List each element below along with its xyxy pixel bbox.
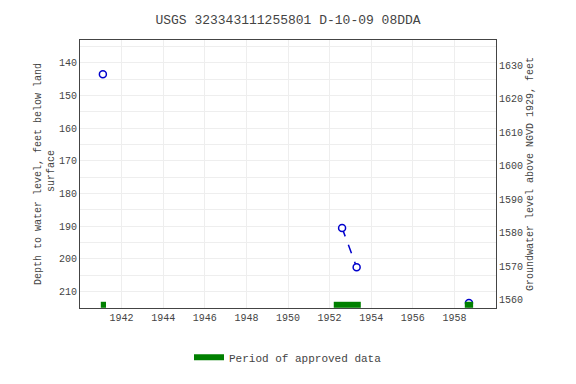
svg-text:1956: 1956 <box>401 313 425 324</box>
svg-text:1950: 1950 <box>276 313 300 324</box>
svg-text:1946: 1946 <box>193 313 217 324</box>
svg-text:1630: 1630 <box>499 61 523 72</box>
svg-text:Groundwater level above NGVD 1: Groundwater level above NGVD 1929, feet <box>525 57 536 291</box>
svg-text:Period of approved data: Period of approved data <box>229 353 381 365</box>
svg-text:210: 210 <box>59 287 77 298</box>
svg-text:1948: 1948 <box>234 313 258 324</box>
svg-text:140: 140 <box>59 58 77 69</box>
svg-text:1620: 1620 <box>499 94 523 105</box>
svg-text:1958: 1958 <box>442 313 466 324</box>
svg-text:1942: 1942 <box>110 313 134 324</box>
svg-text:160: 160 <box>59 124 77 135</box>
svg-text:1590: 1590 <box>499 195 523 206</box>
svg-text:1580: 1580 <box>499 228 523 239</box>
svg-text:1954: 1954 <box>359 313 383 324</box>
svg-text:150: 150 <box>59 91 77 102</box>
svg-text:1610: 1610 <box>499 128 523 139</box>
svg-text:170: 170 <box>59 156 77 167</box>
svg-text:Depth to water level, feet bel: Depth to water level, feet below land su… <box>33 63 57 285</box>
svg-text:1944: 1944 <box>151 313 175 324</box>
svg-text:1570: 1570 <box>499 262 523 273</box>
svg-text:1560: 1560 <box>499 295 523 306</box>
svg-text:1600: 1600 <box>499 161 523 172</box>
svg-text:1952: 1952 <box>318 313 342 324</box>
svg-text:190: 190 <box>59 222 77 233</box>
svg-text:180: 180 <box>59 189 77 200</box>
svg-text:200: 200 <box>59 254 77 265</box>
svg-text:USGS 323343111255801 D-10-09 0: USGS 323343111255801 D-10-09 08DDA <box>155 13 420 28</box>
